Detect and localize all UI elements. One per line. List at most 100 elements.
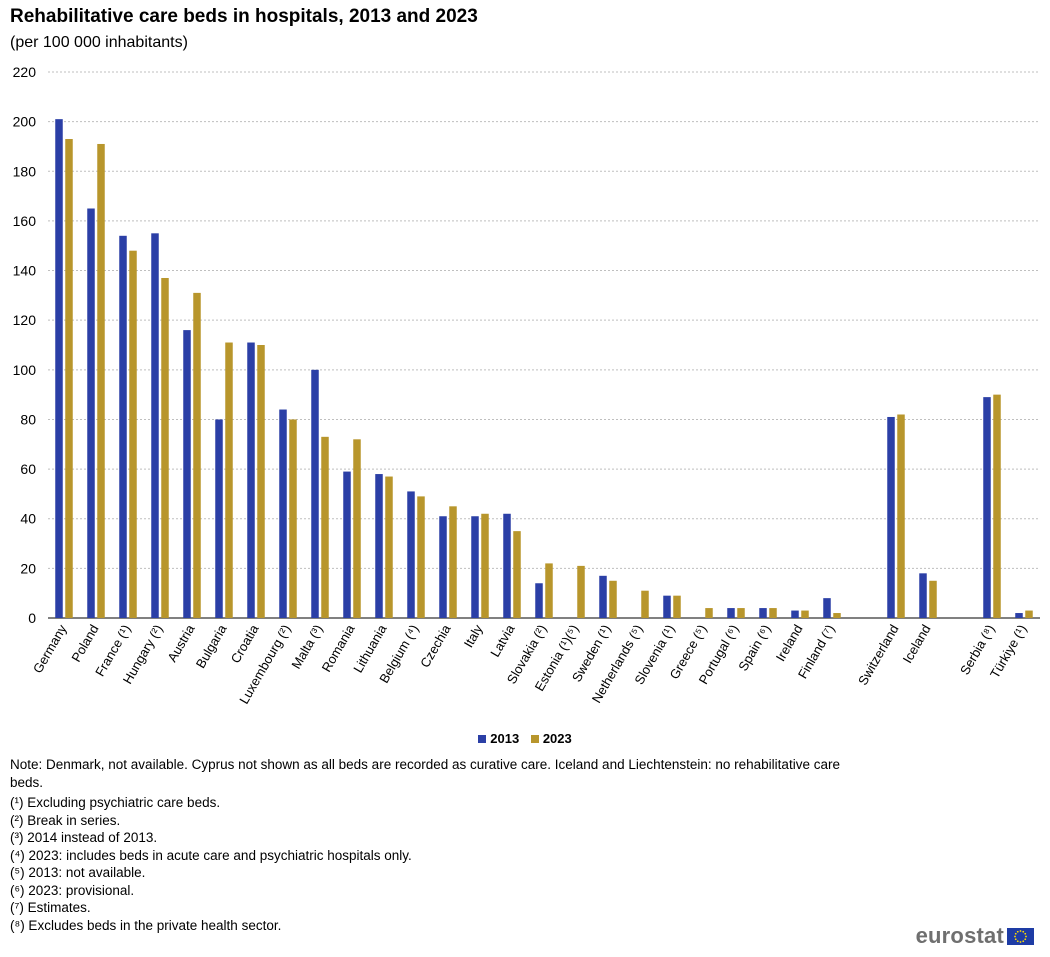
bar-2023	[417, 496, 425, 618]
bar-2023	[609, 580, 617, 618]
eu-flag-icon	[1007, 927, 1034, 945]
footnote: (⁸) Excludes beds in the private health …	[10, 917, 282, 933]
legend-item-2023: 2023	[530, 731, 572, 746]
bar-2023	[289, 419, 297, 618]
bar-2023	[97, 143, 105, 618]
x-tick-label: Switzerland	[855, 622, 902, 688]
bar-2023	[481, 513, 489, 618]
bar-2023	[769, 608, 777, 618]
bar-2013	[87, 208, 95, 618]
y-tick-label: 100	[13, 362, 37, 378]
x-tick-label: Austria	[164, 621, 198, 664]
chart-legend: 2013 2023	[0, 731, 1050, 746]
legend-swatch-2013	[478, 735, 487, 743]
x-tick-label: Iceland	[900, 622, 934, 666]
footnote: (⁶) 2023: provisional.	[10, 882, 135, 898]
bar-2013	[535, 583, 543, 618]
y-tick-label: 0	[28, 610, 36, 626]
bar-2023	[129, 250, 137, 618]
note-main: Note: Denmark, not available. Cyprus not…	[10, 757, 840, 790]
bar-2023	[673, 595, 681, 618]
bar-2013	[247, 342, 255, 618]
x-tick-label: Poland	[68, 622, 101, 665]
bar-2013	[55, 119, 63, 619]
chart-subtitle: (per 100 000 inhabitants)	[10, 34, 188, 51]
legend-label-2013: 2013	[490, 731, 520, 746]
bar-2013	[439, 516, 447, 618]
bar-2023	[641, 590, 649, 618]
chart-title: Rehabilitative care beds in hospitals, 2…	[10, 6, 478, 27]
y-tick-label: 140	[13, 263, 37, 279]
bar-2023	[993, 394, 1001, 618]
flag-star	[1019, 929, 1022, 932]
footnote: (²) Break in series.	[10, 812, 121, 828]
bar-2013	[279, 409, 287, 618]
chart-notes: Note: Denmark, not available. Cyprus not…	[10, 756, 840, 934]
bar-2013	[791, 610, 799, 618]
bar-2023	[801, 610, 809, 618]
x-tick-label: Italy	[461, 622, 486, 651]
bar-2023	[513, 531, 521, 618]
bar-2013	[375, 474, 383, 618]
flag-star	[1016, 939, 1019, 942]
y-tick-label: 120	[13, 312, 37, 328]
x-tick-label: Latvia	[487, 621, 518, 659]
footnote: (¹) Excluding psychiatric care beds.	[10, 795, 221, 810]
bar-2013	[471, 516, 479, 618]
bar-2023	[1025, 610, 1033, 618]
y-tick-label: 180	[13, 163, 37, 179]
flag-star	[1024, 937, 1027, 940]
bar-2013	[215, 419, 223, 618]
flag-star	[1014, 935, 1016, 937]
bar-2023	[257, 345, 265, 618]
bar-2023	[833, 613, 841, 618]
bar-2013	[663, 595, 671, 618]
bar-2013	[1015, 613, 1023, 618]
flag-star	[1019, 940, 1022, 943]
x-tick-label: Ireland	[773, 622, 806, 664]
flag-star	[1016, 930, 1019, 933]
bar-2023	[929, 580, 937, 618]
bar-2013	[887, 416, 895, 618]
bar-2023	[65, 139, 73, 618]
bar-2023	[449, 506, 457, 618]
bar-2023	[545, 563, 553, 618]
x-tick-label: Bulgaria	[193, 621, 230, 670]
eurostat-logo: eurostat	[916, 923, 1034, 949]
bar-2013	[183, 330, 191, 618]
bar-2013	[407, 491, 415, 618]
y-tick-label: 20	[20, 560, 36, 576]
logo-text: eurostat	[915, 923, 1004, 948]
flag-star	[1024, 932, 1027, 935]
bar-2023	[225, 342, 233, 618]
flag-star	[1022, 939, 1025, 942]
footnote: (⁷) Estimates.	[10, 900, 91, 915]
bar-2013	[823, 598, 831, 618]
bar-2023	[321, 436, 329, 618]
x-tick-label: Czechia	[417, 621, 454, 670]
flag-star	[1022, 930, 1025, 933]
legend-swatch-2023	[530, 735, 539, 743]
x-tick-label: Croatia	[228, 621, 262, 665]
bar-2013	[343, 471, 351, 618]
footnote: (⁵) 2013: not available.	[10, 865, 146, 880]
bar-2013	[759, 608, 767, 618]
bar-2013	[311, 369, 319, 618]
y-tick-label: 80	[20, 411, 36, 427]
y-tick-label: 160	[13, 213, 37, 229]
bar-2013	[151, 233, 159, 618]
bar-2023	[193, 292, 201, 618]
flag-star	[1025, 935, 1027, 937]
bar-2023	[385, 476, 393, 618]
bar-2013	[599, 575, 607, 618]
bar-2023	[577, 565, 585, 618]
bar-2013	[727, 608, 735, 618]
y-tick-label: 200	[13, 114, 37, 130]
bar-2013	[119, 235, 127, 619]
bar-2013	[919, 573, 927, 618]
bar-2023	[705, 608, 713, 618]
bar-2023	[161, 277, 169, 618]
bar-2023	[353, 439, 361, 618]
flag-star	[1014, 937, 1017, 940]
y-tick-label: 220	[13, 64, 37, 80]
